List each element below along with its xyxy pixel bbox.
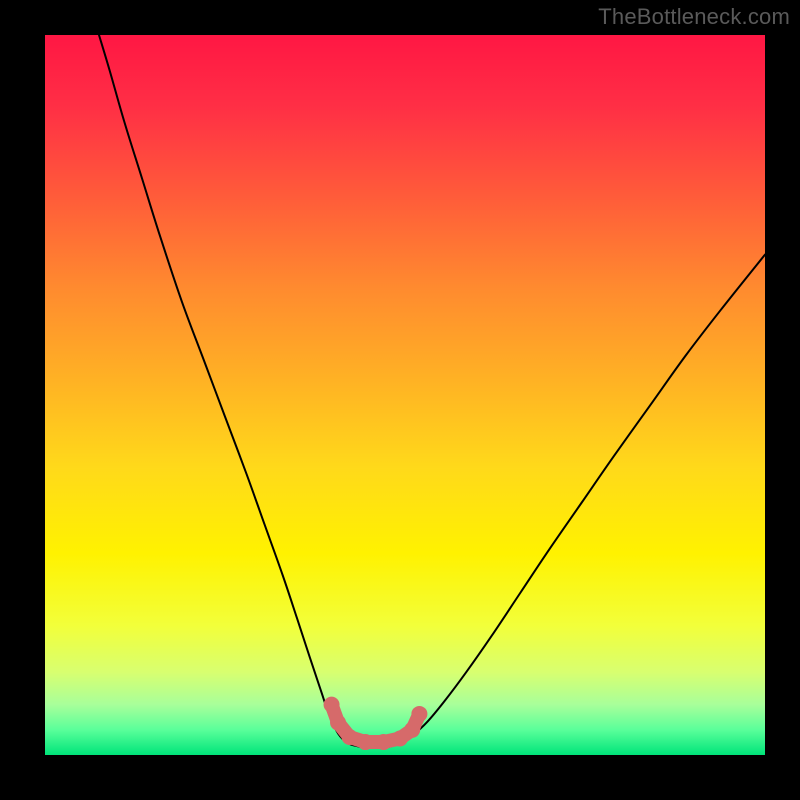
watermark-text: TheBottleneck.com	[598, 4, 790, 30]
gradient-plot-area	[45, 35, 765, 755]
chart-container: TheBottleneck.com	[0, 0, 800, 800]
